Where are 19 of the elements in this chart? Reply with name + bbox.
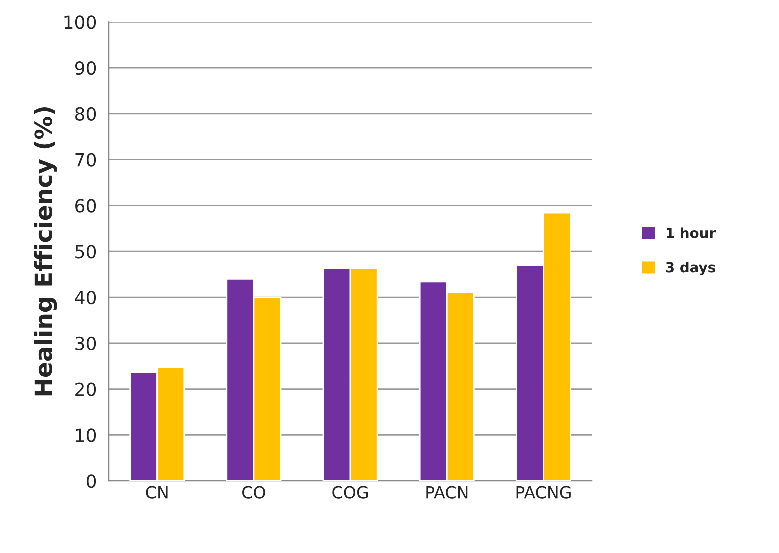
y-tick-label: 90 — [75, 61, 96, 76]
x-tick-label: CO — [242, 486, 266, 499]
y-tick-label: 40 — [75, 290, 96, 305]
y-tick-label: 100 — [64, 16, 96, 30]
y-tick-label: 70 — [76, 153, 96, 167]
y-tick-label: 60 — [76, 199, 96, 213]
legend-label: 1 hour — [666, 228, 716, 238]
legend-label: 3 days — [666, 262, 716, 276]
y-tick-label: 10 — [76, 428, 96, 442]
x-tick-label: PACNG — [516, 486, 571, 499]
y-tick-label: 50 — [76, 245, 96, 259]
x-tick-label: PACN — [426, 486, 468, 499]
y-tick-label: 0 — [86, 474, 96, 488]
y-axis-title: Healing Efficiency (%) — [34, 107, 58, 396]
x-tick-label: COG — [332, 486, 368, 499]
y-tick-label: 20 — [76, 382, 96, 396]
y-tick-label: 30 — [76, 336, 96, 351]
x-tick-label: CN — [146, 486, 168, 499]
y-tick-label: 80 — [76, 107, 96, 122]
